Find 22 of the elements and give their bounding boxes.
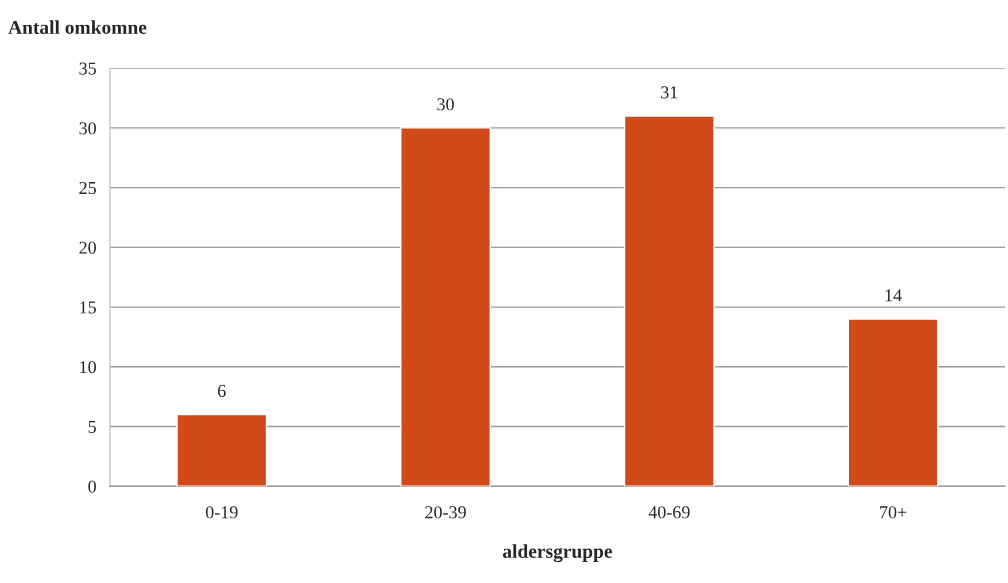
y-tick-label: 20 — [79, 241, 96, 254]
x-axis-title: aldersgruppe — [502, 544, 613, 563]
y-tick-label: 15 — [80, 301, 96, 314]
y-tick-label: 35 — [79, 62, 96, 75]
x-tick-label: 0-19 — [205, 506, 238, 519]
bar — [176, 413, 268, 487]
y-tick-label: 0 — [88, 480, 96, 493]
data-label: 14 — [885, 289, 902, 302]
bar — [847, 318, 939, 487]
x-tick-label: 40-69 — [648, 506, 690, 519]
data-label: 30 — [437, 98, 454, 111]
y-tick-label: 5 — [88, 420, 96, 433]
x-tick-label: 20-39 — [425, 506, 466, 519]
y-tick-label: 30 — [79, 122, 96, 135]
data-label: 6 — [218, 384, 226, 398]
y-axis-title: Antall omkomne — [8, 20, 147, 35]
data-label: 31 — [661, 86, 678, 99]
bar — [623, 115, 715, 487]
y-tick-label: 10 — [80, 361, 96, 374]
y-tick-label: 25 — [79, 181, 96, 195]
bar — [400, 127, 491, 487]
x-tick-label: 70+ — [880, 506, 907, 519]
